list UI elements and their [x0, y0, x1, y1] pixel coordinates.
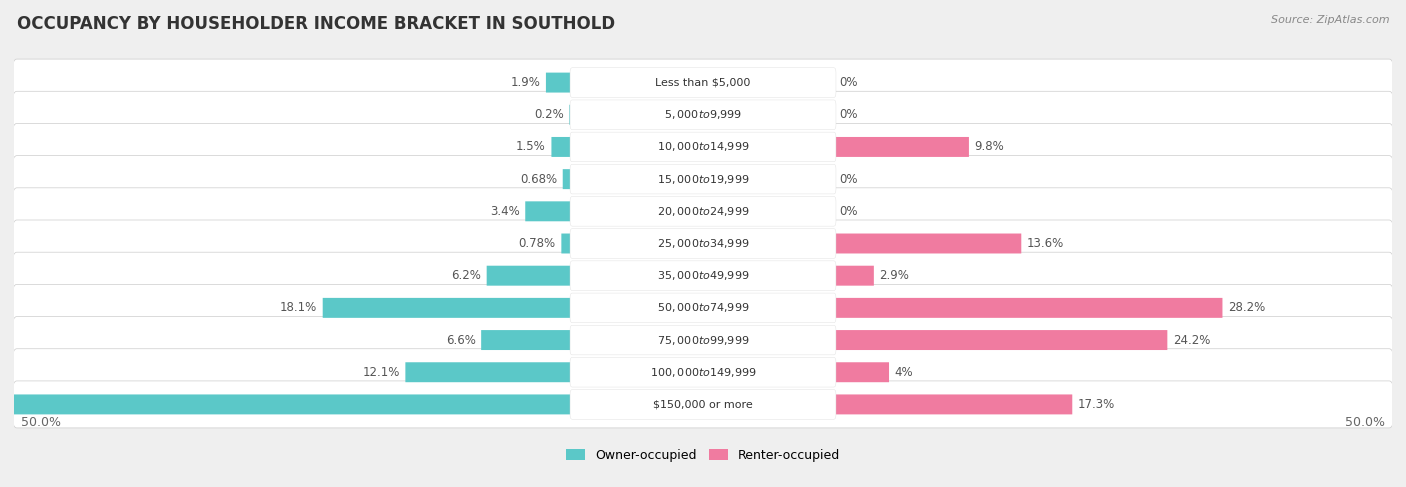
FancyBboxPatch shape	[13, 317, 1393, 364]
Text: 0%: 0%	[839, 172, 858, 186]
Text: 1.9%: 1.9%	[510, 76, 540, 89]
FancyBboxPatch shape	[546, 73, 572, 93]
FancyBboxPatch shape	[13, 91, 1393, 138]
Text: 0%: 0%	[839, 108, 858, 121]
FancyBboxPatch shape	[569, 261, 837, 290]
FancyBboxPatch shape	[834, 298, 1222, 318]
FancyBboxPatch shape	[569, 357, 837, 387]
FancyBboxPatch shape	[323, 298, 572, 318]
FancyBboxPatch shape	[526, 201, 572, 221]
FancyBboxPatch shape	[13, 284, 1393, 331]
Text: $15,000 to $19,999: $15,000 to $19,999	[657, 172, 749, 186]
Text: 6.2%: 6.2%	[451, 269, 481, 282]
FancyBboxPatch shape	[13, 252, 1393, 299]
FancyBboxPatch shape	[569, 68, 837, 97]
Text: $100,000 to $149,999: $100,000 to $149,999	[650, 366, 756, 379]
Text: 18.1%: 18.1%	[280, 301, 318, 315]
Text: 24.2%: 24.2%	[1173, 334, 1211, 347]
Text: 0.68%: 0.68%	[520, 172, 557, 186]
FancyBboxPatch shape	[13, 156, 1393, 203]
FancyBboxPatch shape	[13, 123, 1393, 170]
FancyBboxPatch shape	[13, 349, 1393, 396]
Text: 3.4%: 3.4%	[491, 205, 520, 218]
FancyBboxPatch shape	[569, 164, 837, 194]
Text: 50.0%: 50.0%	[1346, 415, 1385, 429]
FancyBboxPatch shape	[562, 169, 572, 189]
Text: $35,000 to $49,999: $35,000 to $49,999	[657, 269, 749, 282]
Text: $5,000 to $9,999: $5,000 to $9,999	[664, 108, 742, 121]
Text: 6.6%: 6.6%	[446, 334, 475, 347]
FancyBboxPatch shape	[481, 330, 572, 350]
FancyBboxPatch shape	[569, 197, 837, 226]
FancyBboxPatch shape	[569, 293, 837, 323]
Text: 0.78%: 0.78%	[519, 237, 555, 250]
FancyBboxPatch shape	[0, 394, 572, 414]
Text: 50.0%: 50.0%	[21, 415, 60, 429]
Text: 4%: 4%	[894, 366, 912, 379]
FancyBboxPatch shape	[834, 234, 1021, 253]
FancyBboxPatch shape	[569, 132, 837, 162]
Text: 13.6%: 13.6%	[1026, 237, 1064, 250]
Text: 12.1%: 12.1%	[363, 366, 399, 379]
FancyBboxPatch shape	[569, 100, 837, 130]
FancyBboxPatch shape	[486, 266, 572, 286]
Text: 2.9%: 2.9%	[879, 269, 910, 282]
FancyBboxPatch shape	[569, 105, 572, 125]
Text: $50,000 to $74,999: $50,000 to $74,999	[657, 301, 749, 315]
FancyBboxPatch shape	[13, 188, 1393, 235]
Text: 0%: 0%	[839, 76, 858, 89]
Text: 28.2%: 28.2%	[1227, 301, 1265, 315]
Text: 0%: 0%	[839, 205, 858, 218]
FancyBboxPatch shape	[13, 381, 1393, 428]
FancyBboxPatch shape	[13, 59, 1393, 106]
FancyBboxPatch shape	[569, 325, 837, 355]
Text: OCCUPANCY BY HOUSEHOLDER INCOME BRACKET IN SOUTHOLD: OCCUPANCY BY HOUSEHOLDER INCOME BRACKET …	[17, 15, 614, 33]
Text: $75,000 to $99,999: $75,000 to $99,999	[657, 334, 749, 347]
Text: $10,000 to $14,999: $10,000 to $14,999	[657, 140, 749, 153]
FancyBboxPatch shape	[569, 229, 837, 258]
Text: 1.5%: 1.5%	[516, 140, 546, 153]
FancyBboxPatch shape	[834, 330, 1167, 350]
Legend: Owner-occupied, Renter-occupied: Owner-occupied, Renter-occupied	[561, 444, 845, 467]
FancyBboxPatch shape	[834, 394, 1073, 414]
FancyBboxPatch shape	[834, 362, 889, 382]
Text: $25,000 to $34,999: $25,000 to $34,999	[657, 237, 749, 250]
Text: 17.3%: 17.3%	[1078, 398, 1115, 411]
Text: $20,000 to $24,999: $20,000 to $24,999	[657, 205, 749, 218]
Text: Less than $5,000: Less than $5,000	[655, 77, 751, 88]
FancyBboxPatch shape	[405, 362, 572, 382]
FancyBboxPatch shape	[569, 390, 837, 419]
FancyBboxPatch shape	[551, 137, 572, 157]
Text: 0.2%: 0.2%	[534, 108, 564, 121]
FancyBboxPatch shape	[561, 234, 572, 253]
FancyBboxPatch shape	[834, 137, 969, 157]
Text: 9.8%: 9.8%	[974, 140, 1004, 153]
FancyBboxPatch shape	[13, 220, 1393, 267]
Text: Source: ZipAtlas.com: Source: ZipAtlas.com	[1271, 15, 1389, 25]
FancyBboxPatch shape	[834, 266, 875, 286]
Text: $150,000 or more: $150,000 or more	[654, 399, 752, 410]
